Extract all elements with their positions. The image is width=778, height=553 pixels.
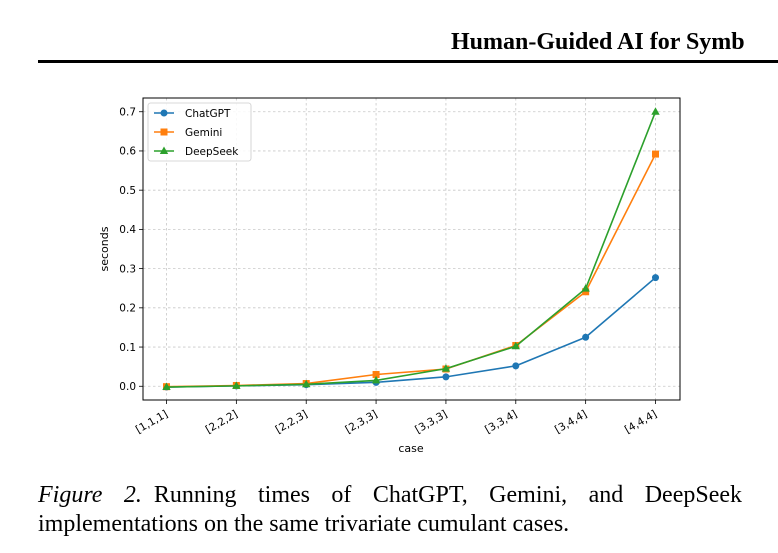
x-tick-label: [3,3,4]	[483, 408, 519, 436]
gemini-data-point	[652, 150, 659, 158]
y-tick-label: 0.7	[119, 107, 136, 119]
y-tick-label: 0.0	[119, 381, 136, 393]
legend-marker-chatgpt	[160, 109, 168, 117]
plot-frame	[142, 97, 681, 401]
figure-caption: Figure 2. Running times of ChatGPT, Gemin…	[38, 481, 742, 539]
x-tick-label: [3,4,4]	[553, 408, 589, 436]
y-axis-label: seconds	[98, 226, 111, 271]
y-tick-label: 0.4	[119, 224, 136, 236]
legend-marker-gemini	[160, 128, 168, 136]
gemini-data-point	[582, 288, 590, 296]
x-tick-label: [1,1,1]	[134, 408, 170, 436]
gemini-data-point	[372, 371, 380, 379]
legend-box	[147, 102, 252, 162]
y-tick-label: 0.3	[119, 263, 136, 275]
chart-series	[162, 107, 660, 391]
y-tick-label: 0.2	[119, 303, 136, 315]
gemini-series-line	[166, 153, 657, 388]
y-tick-label: 0.1	[119, 342, 136, 354]
deepseek-data-point	[371, 375, 381, 384]
x-tick-label: [2,2,3]	[273, 408, 309, 436]
x-axis-label: case	[398, 442, 424, 455]
deepseek-data-point	[511, 341, 520, 350]
y-tick-label: 0.6	[119, 146, 136, 158]
chatgpt-data-point	[442, 373, 450, 381]
chatgpt-data-point	[582, 333, 590, 341]
deepseek-data-point	[302, 379, 311, 388]
running-head-title: Human-Guided AI for Symb	[451, 29, 745, 55]
x-tick-label: [4,4,4]	[623, 408, 659, 436]
legend-label-chatgpt: ChatGPT	[185, 108, 231, 120]
legend-label-deepseek: DeepSeek	[185, 146, 239, 158]
x-tick-label: [3,3,3]	[413, 408, 449, 436]
legend-label-gemini: Gemini	[185, 127, 222, 139]
chatgpt-data-point	[512, 362, 520, 370]
deepseek-data-point	[162, 382, 171, 391]
chart-legend: ChatGPT Gemini DeepSeek	[147, 102, 252, 162]
chart-grid	[143, 98, 680, 400]
deepseek-series-line	[166, 111, 657, 388]
figure-caption-label: Figure 2.	[38, 482, 142, 508]
line-chart: [1,1,1] [2,2,2] [2,2,3] [2,3,3] [3,3,3] [3,3,…	[98, 97, 681, 455]
deepseek-data-point	[441, 364, 451, 372]
figure-caption-text: Running times of ChatGPT, Gemini, and De…	[38, 482, 742, 537]
legend-marker-deepseek	[159, 146, 169, 154]
x-tick-label: [2,2,2]	[204, 408, 240, 436]
header-rule	[38, 60, 778, 63]
deepseek-data-point	[232, 381, 241, 389]
x-tick-label: [2,3,3]	[343, 408, 379, 436]
deepseek-data-point	[651, 107, 660, 115]
y-tick-label: 0.5	[119, 185, 136, 197]
deepseek-data-point	[581, 284, 590, 292]
chatgpt-data-point	[652, 274, 659, 282]
